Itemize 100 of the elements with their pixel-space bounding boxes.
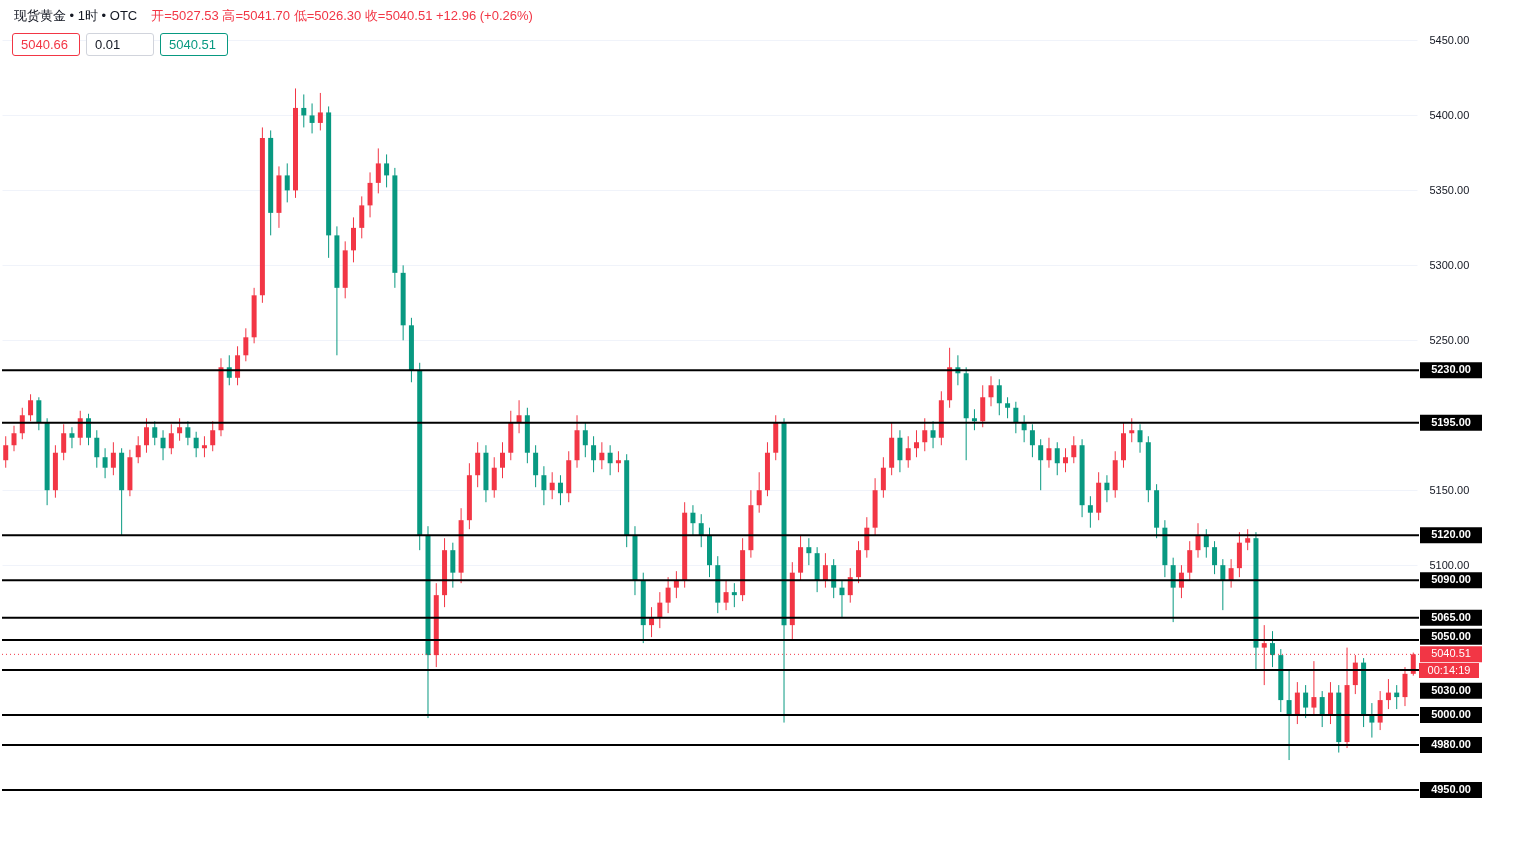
candlestick [996, 378, 1002, 416]
candlestick [284, 162, 290, 203]
y-tick-label: 5400.00 [1429, 108, 1470, 121]
candlestick [549, 471, 555, 500]
candlestick [77, 410, 83, 446]
candlestick [980, 384, 986, 428]
candlestick [582, 422, 588, 458]
candlestick [1013, 401, 1019, 434]
candlestick [28, 393, 34, 422]
candlestick [1377, 690, 1383, 731]
candlestick [450, 542, 456, 589]
candlestick [491, 456, 497, 499]
y-tick-label: 5150.00 [1429, 483, 1470, 496]
candlestick [152, 420, 158, 446]
candlestick [475, 441, 481, 488]
candlestick [317, 92, 323, 131]
candlestick [201, 435, 207, 458]
candlestick [61, 423, 67, 461]
ref-line-label: 5090.00 [1431, 573, 1471, 586]
candlestick [301, 93, 307, 128]
candlestick [905, 435, 911, 469]
candlestick [143, 417, 149, 454]
y-tick-label: 5250.00 [1429, 333, 1470, 346]
candlestick [607, 444, 613, 476]
candlestick [1087, 495, 1093, 529]
candlestick [359, 195, 365, 239]
candlestick [160, 429, 166, 461]
candlestick [135, 435, 141, 464]
candlestick [94, 429, 100, 469]
candlestick [971, 408, 977, 431]
y-tick-label: 5350.00 [1429, 183, 1470, 196]
candlestick [1212, 540, 1218, 575]
candlestick [839, 579, 845, 619]
candlestick [1029, 423, 1035, 458]
candlestick [615, 450, 621, 473]
candlestick [756, 471, 762, 514]
ref-line-label: 5030.00 [1431, 683, 1471, 696]
candlestick [673, 570, 679, 599]
candlestick [210, 420, 216, 452]
candlestick [690, 504, 696, 536]
candlestick [500, 441, 506, 479]
candlestick [731, 582, 737, 608]
candlestick [102, 447, 108, 479]
candlestick [533, 444, 539, 488]
candlestick [1054, 441, 1060, 476]
candlestick [541, 465, 547, 506]
candlestick [177, 417, 183, 442]
ref-line-label: 5065.00 [1431, 610, 1471, 623]
ref-line-label: 4950.00 [1431, 783, 1471, 796]
text-field: 0.01 [86, 33, 154, 56]
candlestick [599, 441, 605, 470]
candlestick [1203, 528, 1209, 559]
text-field: 5040.51 [160, 33, 228, 56]
candlestick [375, 147, 381, 194]
candlestick [1311, 660, 1317, 716]
candlestick [3, 435, 9, 469]
candlestick [1046, 437, 1052, 469]
candlestick [1137, 423, 1143, 454]
candlestick [1270, 630, 1276, 668]
candlestick [243, 327, 249, 362]
ref-line-label: 5000.00 [1431, 708, 1471, 721]
candlestick [1303, 684, 1309, 719]
ref-line-label: 5120.00 [1431, 528, 1471, 541]
candlestick [516, 399, 522, 434]
candlestick [1294, 681, 1300, 725]
candlestick [110, 441, 116, 476]
candlestick [1220, 558, 1226, 611]
candlestick [1228, 558, 1234, 589]
candlestick [930, 420, 936, 449]
candlestick [698, 513, 704, 548]
candlestick [665, 576, 671, 614]
candlestick [1327, 681, 1333, 725]
candlestick [69, 426, 75, 449]
candlestick [309, 102, 315, 134]
candlestick [185, 420, 191, 446]
candlestick [806, 537, 812, 566]
candlestick [557, 474, 563, 506]
text: 00:14:19 [1419, 663, 1479, 679]
candlestick [1038, 438, 1044, 491]
candlestick [1170, 557, 1176, 623]
candlestick [1071, 435, 1077, 464]
text: 开=5027.53 高=5041.70 低=5026.30 收=5040.51 +12.96 (+0.26%) [151, 8, 533, 23]
candlestick [384, 153, 390, 188]
candlestick [1195, 522, 1201, 559]
candlestick [1245, 528, 1251, 551]
candlestick [193, 431, 199, 458]
text-field: 5040.66 [12, 33, 80, 56]
candlestick [1104, 474, 1110, 503]
candlestick [1319, 690, 1325, 728]
ref-line-label: 5050.00 [1431, 629, 1471, 642]
candlestick [831, 558, 837, 599]
candlestick [36, 396, 42, 431]
candlestick [86, 413, 92, 446]
candlestick [1286, 669, 1292, 761]
candlestick [880, 456, 886, 499]
ref-line-label: 4980.00 [1431, 738, 1471, 751]
text: 现货黄金 • 1时 • OTC [14, 8, 138, 23]
candlestick [1369, 702, 1375, 739]
candlestick [367, 171, 373, 218]
candlestick [1005, 396, 1011, 419]
